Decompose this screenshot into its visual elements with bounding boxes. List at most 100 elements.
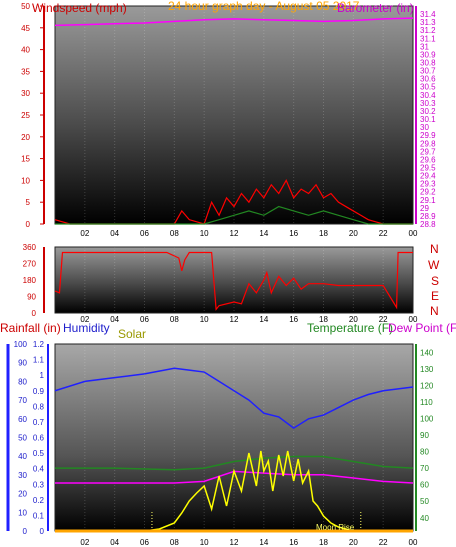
temperature-tick-label: 130 <box>420 365 434 374</box>
barometer-tick-label: 29.1 <box>420 196 436 205</box>
x-tick-label: 18 <box>319 538 328 547</box>
series-line-wind-direction <box>54 251 413 311</box>
temperature-tick-label: 140 <box>420 348 434 357</box>
windspeed-tick-label: 50 <box>21 2 30 11</box>
barometer-tick-label: 29.8 <box>420 139 436 148</box>
series-line-dew-point-f <box>55 470 414 484</box>
windspeed-tick-label: 15 <box>21 155 30 164</box>
x-tick-label: 02 <box>80 229 89 238</box>
barometer-tick-label: 29.3 <box>420 180 436 189</box>
series-line-temperature-f <box>55 455 414 471</box>
windspeed-tick-label: 10 <box>21 176 30 185</box>
windspeed-tick-label: 25 <box>21 111 30 120</box>
compass-label-e: E <box>431 289 439 303</box>
rainfall-tick-label: 1.2 <box>33 340 45 349</box>
humidity-tick-label: 10 <box>18 508 27 517</box>
windspeed-tick-label: 40 <box>21 46 30 55</box>
windspeed-axis-title: Windspeed (mph) <box>32 1 127 15</box>
barometer-tick-label: 28.9 <box>420 212 436 221</box>
dewpoint-axis-title: Dew Point (F) <box>388 321 456 335</box>
rainfall-tick-label: 1.1 <box>33 356 45 365</box>
series-line-barometer-in- <box>54 17 414 27</box>
rainfall-tick-label: 1 <box>40 371 45 380</box>
compass-label-n-top: N <box>430 242 439 256</box>
plot-frame <box>54 246 414 314</box>
compass-label-w: W <box>428 258 440 272</box>
x-tick-label: 02 <box>80 315 89 324</box>
x-tick-label: 16 <box>289 229 298 238</box>
windspeed-tick-label: 35 <box>21 67 30 76</box>
barometer-tick-label: 28.8 <box>420 220 436 229</box>
barometer-tick-label: 29.6 <box>420 155 436 164</box>
windspeed-tick-label: 30 <box>21 89 30 98</box>
barometer-tick-label: 30.3 <box>420 99 436 108</box>
barometer-tick-label: 31 <box>420 42 429 51</box>
barometer-tick-label: 31.1 <box>420 34 436 43</box>
climate-plot-background <box>55 344 413 531</box>
wind-plot-background <box>55 6 413 224</box>
barometer-tick-label: 29.9 <box>420 131 436 140</box>
x-tick-label: 08 <box>170 538 179 547</box>
direction-tick-label: 270 <box>23 260 37 269</box>
x-tick-label: 10 <box>200 229 209 238</box>
x-tick-label: 18 <box>319 315 328 324</box>
compass-label-n-bottom: N <box>430 304 439 318</box>
temperature-tick-label: 90 <box>420 431 429 440</box>
series-line-solar <box>55 450 413 532</box>
barometer-tick-label: 31.4 <box>420 10 436 19</box>
plot-frame <box>54 5 414 225</box>
moon-rise-annotation: Moon Rise <box>316 523 355 532</box>
rainfall-tick-label: 0 <box>40 527 45 536</box>
barometer-tick-label: 29 <box>420 204 429 213</box>
barometer-tick-label: 30.8 <box>420 59 436 68</box>
x-tick-label: 06 <box>140 229 149 238</box>
x-tick-label: 20 <box>349 229 358 238</box>
barometer-tick-label: 30.1 <box>420 115 436 124</box>
humidity-tick-label: 80 <box>18 377 27 386</box>
rainfall-tick-label: 0.3 <box>33 480 45 489</box>
barometer-tick-label: 30.6 <box>420 75 436 84</box>
x-tick-label: 12 <box>230 315 239 324</box>
x-tick-label: 06 <box>140 538 149 547</box>
x-tick-label: 22 <box>379 315 388 324</box>
rainfall-tick-label: 0.5 <box>33 449 45 458</box>
x-tick-label: 20 <box>349 315 358 324</box>
rainfall-tick-label: 0.4 <box>33 465 45 474</box>
barometer-tick-label: 29.7 <box>420 147 436 156</box>
rainfall-tick-label: 0.7 <box>33 418 45 427</box>
x-tick-label: 14 <box>259 315 268 324</box>
humidity-axis-title: Humidity <box>63 321 110 335</box>
compass-label-s: S <box>431 274 439 288</box>
x-tick-label: 00 <box>409 315 418 324</box>
barometer-tick-label: 29.5 <box>420 163 436 172</box>
rainfall-tick-label: 0.2 <box>33 496 45 505</box>
x-tick-label: 04 <box>110 538 119 547</box>
barometer-tick-label: 31.3 <box>420 18 436 27</box>
temperature-tick-label: 40 <box>420 514 429 523</box>
direction-tick-label: 90 <box>27 293 36 302</box>
humidity-tick-label: 60 <box>18 415 27 424</box>
series-line-wind-gust <box>55 205 413 225</box>
rainfall-tick-label: 0.8 <box>33 402 45 411</box>
x-tick-label: 10 <box>200 538 209 547</box>
windspeed-tick-label: 0 <box>26 220 31 229</box>
barometer-tick-label: 30.2 <box>420 107 436 116</box>
direction-tick-label: 180 <box>23 276 37 285</box>
temperature-tick-label: 50 <box>420 497 429 506</box>
series-line-humidity <box>54 367 414 430</box>
x-tick-label: 12 <box>230 229 239 238</box>
x-tick-label: 12 <box>230 538 239 547</box>
x-tick-label: 14 <box>259 229 268 238</box>
x-tick-label: 00 <box>409 538 418 547</box>
x-tick-label: 10 <box>200 315 209 324</box>
barometer-tick-label: 30.9 <box>420 50 436 59</box>
x-tick-label: 04 <box>110 229 119 238</box>
x-tick-label: 16 <box>289 538 298 547</box>
rainfall-tick-label: 0.9 <box>33 387 45 396</box>
humidity-tick-label: 90 <box>18 359 27 368</box>
solar-axis-title: Solar <box>118 327 146 341</box>
x-tick-label: 02 <box>80 538 89 547</box>
temperature-tick-label: 80 <box>420 448 429 457</box>
direction-tick-label: 360 <box>23 243 37 252</box>
